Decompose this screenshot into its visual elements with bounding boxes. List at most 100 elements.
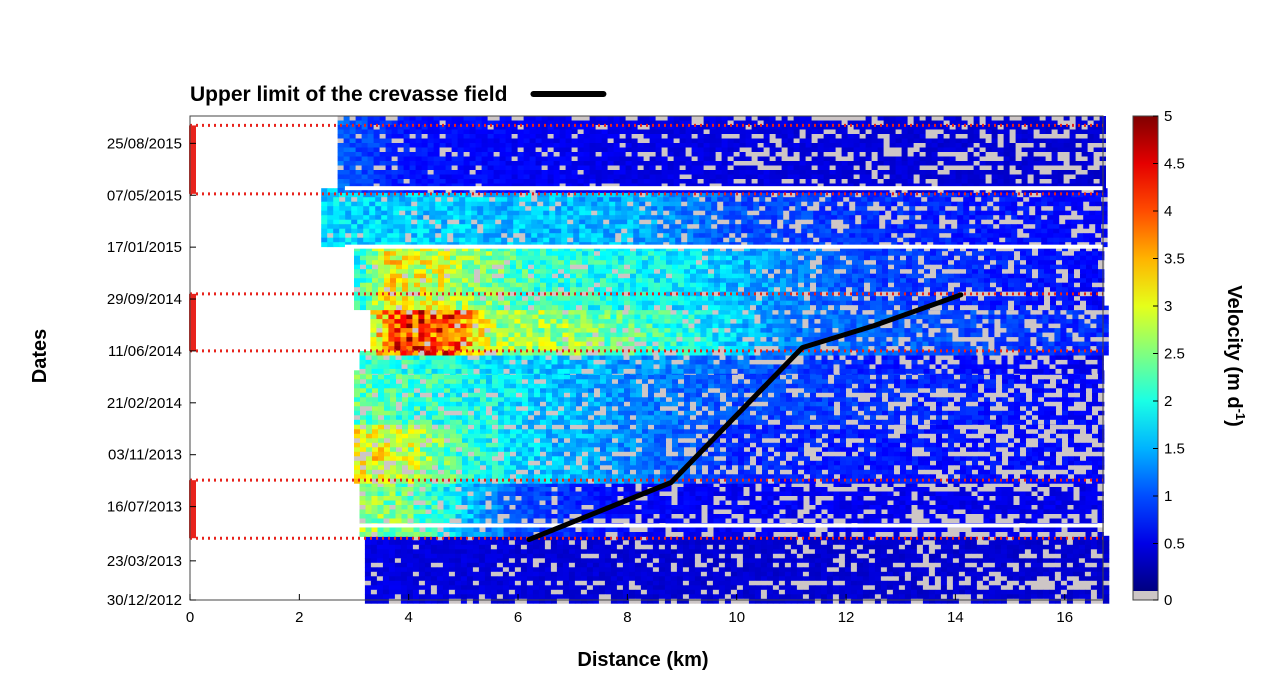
- velocity-cell: [424, 589, 432, 595]
- velocity-cell: [924, 447, 931, 453]
- velocity-cell: [719, 491, 726, 497]
- velocity-cell: [959, 514, 966, 519]
- velocity-cell: [504, 442, 511, 448]
- velocity-cell: [1006, 558, 1014, 564]
- velocity-cell: [616, 571, 624, 577]
- velocity-cell: [904, 571, 912, 577]
- velocity-cell: [468, 442, 475, 448]
- velocity-cell: [617, 532, 624, 537]
- velocity-cell: [911, 509, 918, 515]
- velocity-cell: [820, 576, 828, 582]
- velocity-cell: [424, 585, 432, 591]
- velocity-cell: [371, 496, 378, 501]
- velocity-cell: [822, 460, 829, 466]
- velocity-cell: [520, 576, 528, 582]
- velocity-cell: [760, 540, 768, 546]
- velocity-cell: [587, 505, 594, 510]
- velocity-cell: [724, 558, 732, 564]
- velocity-cell: [418, 562, 426, 568]
- velocity-cell: [852, 456, 859, 462]
- velocity-cell: [624, 442, 631, 448]
- velocity-cell: [730, 598, 738, 604]
- velocity-cell: [624, 460, 631, 466]
- velocity-cell: [797, 505, 804, 510]
- velocity-cell: [581, 491, 588, 497]
- velocity-cell: [863, 527, 870, 533]
- velocity-cell: [820, 549, 828, 555]
- velocity-cell: [772, 576, 780, 582]
- velocity-cell: [1000, 571, 1008, 577]
- velocity-cell: [544, 585, 552, 591]
- velocity-cell: [401, 518, 408, 524]
- velocity-cell: [492, 460, 499, 466]
- velocity-cell: [947, 509, 954, 515]
- velocity-cell: [443, 491, 450, 497]
- velocity-cell: [822, 474, 829, 480]
- velocity-cell: [623, 482, 630, 488]
- velocity-cell: [803, 496, 810, 501]
- velocity-cell: [946, 585, 954, 591]
- velocity-cell: [448, 576, 456, 582]
- velocity-cell: [929, 509, 936, 515]
- velocity-cell: [646, 553, 654, 559]
- velocity-cell: [521, 487, 528, 492]
- velocity-cell: [1042, 598, 1050, 604]
- velocity-cell: [557, 496, 564, 501]
- velocity-cell: [658, 585, 666, 591]
- velocity-cell: [1030, 571, 1038, 577]
- velocity-cell: [976, 576, 984, 582]
- velocity-cell: [485, 527, 492, 533]
- velocity-cell: [538, 553, 546, 559]
- velocity-cell: [402, 424, 409, 430]
- velocity-cell: [730, 571, 738, 577]
- velocity-cell: [365, 505, 372, 510]
- velocity-cell: [850, 535, 858, 541]
- velocity-cell: [516, 451, 523, 457]
- velocity-cell: [965, 509, 972, 515]
- velocity-cell: [664, 544, 672, 550]
- velocity-cell: [966, 451, 973, 457]
- velocity-cell: [840, 424, 847, 430]
- velocity-cell: [881, 518, 888, 524]
- velocity-cell: [472, 585, 480, 591]
- velocity-cell: [568, 544, 576, 550]
- velocity-cell: [700, 576, 708, 582]
- velocity-cell: [480, 442, 487, 448]
- velocity-cell: [509, 518, 516, 524]
- velocity-cell: [970, 580, 978, 586]
- velocity-cell: [1054, 576, 1062, 582]
- velocity-cell: [472, 580, 480, 586]
- velocity-cell: [1062, 447, 1069, 453]
- velocity-cell: [514, 535, 522, 541]
- velocity-cell: [870, 433, 877, 439]
- velocity-cell: [540, 465, 547, 471]
- velocity-cell: [414, 465, 421, 471]
- velocity-cell: [714, 438, 721, 444]
- velocity-cell: [748, 535, 756, 541]
- velocity-cell: [636, 429, 643, 435]
- velocity-cell: [683, 532, 690, 537]
- velocity-cell: [1097, 518, 1104, 524]
- velocity-cell: [994, 585, 1002, 591]
- velocity-cell: [910, 598, 918, 604]
- velocity-cell: [384, 469, 391, 475]
- velocity-cell: [888, 474, 895, 480]
- velocity-cell: [826, 585, 834, 591]
- velocity-cell: [1050, 438, 1057, 444]
- velocity-cell: [1042, 571, 1050, 577]
- velocity-cell: [832, 576, 840, 582]
- velocity-cell: [539, 487, 546, 492]
- velocity-cell: [448, 535, 456, 541]
- velocity-cell: [863, 500, 870, 506]
- velocity-cell: [564, 433, 571, 439]
- velocity-cell: [491, 496, 498, 501]
- velocity-cell: [414, 447, 421, 453]
- velocity-cell: [940, 535, 948, 541]
- velocity-cell: [1090, 558, 1098, 564]
- velocity-cell: [858, 447, 865, 453]
- velocity-cell: [430, 562, 438, 568]
- velocity-cell: [862, 594, 870, 600]
- velocity-cell: [768, 442, 775, 448]
- velocity-cell: [354, 469, 361, 475]
- velocity-cell: [436, 540, 444, 546]
